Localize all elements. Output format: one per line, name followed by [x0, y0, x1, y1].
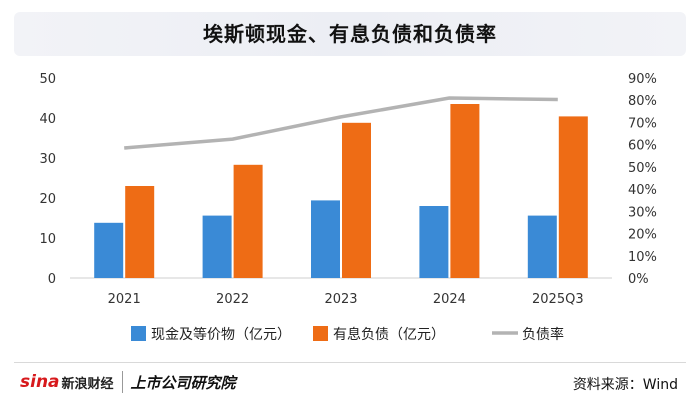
x-tick-label: 2023 — [324, 292, 357, 307]
chart-title: 埃斯顿现金、有息负债和负债率 — [203, 22, 497, 46]
x-tick-label: 2022 — [216, 292, 249, 307]
y2-tick-label: 20% — [628, 228, 657, 243]
research-institute-logo: 上市公司研究院 — [130, 373, 236, 392]
y2-tick-label: 10% — [628, 250, 657, 265]
line-debt-ratio — [124, 96, 558, 150]
y-tick-label: 0 — [48, 272, 56, 287]
y2-tick-label: 50% — [628, 161, 657, 176]
y2-tick-label: 70% — [628, 116, 657, 131]
y-tick-label: 20 — [39, 192, 56, 207]
brand-separator — [121, 371, 123, 393]
brand-logos: sina 新浪财经 上市公司研究院 — [20, 368, 236, 396]
y2-tick-label: 0% — [628, 272, 649, 287]
y-tick-label: 30 — [39, 152, 56, 167]
y2-tick-label: 60% — [628, 139, 657, 154]
y-tick-label: 50 — [39, 72, 56, 87]
bar-debt — [125, 186, 155, 278]
x-tick-label: 2025Q3 — [532, 292, 584, 307]
y-tick-label: 40 — [39, 112, 56, 127]
bar-debt — [233, 164, 263, 278]
title-bar: 埃斯顿现金、有息负债和负债率 — [14, 12, 686, 56]
bar-cash — [94, 222, 124, 278]
bar-cash — [419, 206, 449, 278]
y2-tick-label: 40% — [628, 183, 657, 198]
footer-divider — [14, 362, 686, 363]
y2-tick-label: 90% — [628, 72, 657, 87]
chart-canvas: 0 10 20 30 40 50 0% 10% 20% 30% 40% 50% 60% 70% 80% 90%… — [39, 72, 657, 343]
legend-label-cash: 现金及等价物（亿元） — [151, 326, 291, 343]
y2-tick-label: 80% — [628, 94, 657, 109]
bar-debt — [342, 122, 371, 278]
legend-label-debt: 有息负债（亿元） — [333, 326, 445, 343]
x-tick-label: 2021 — [108, 292, 141, 307]
y2-tick-label: 30% — [628, 205, 657, 220]
sina-finance-logo-text: 新浪财经 — [61, 376, 114, 392]
legend-swatch-cash — [131, 326, 146, 341]
bar-cash — [527, 215, 557, 278]
bar-cash — [202, 215, 232, 278]
bar-debt — [558, 116, 588, 279]
x-tick-label: 2024 — [433, 292, 466, 307]
bar-debt — [450, 104, 480, 278]
sina-logo: sina — [20, 372, 60, 392]
y-tick-label: 10 — [39, 232, 56, 247]
legend-swatch-debt — [313, 326, 328, 341]
bar-cash — [311, 200, 340, 278]
data-source: 资料来源：Wind — [572, 377, 678, 393]
legend-label-ratio: 负债率 — [522, 326, 564, 343]
